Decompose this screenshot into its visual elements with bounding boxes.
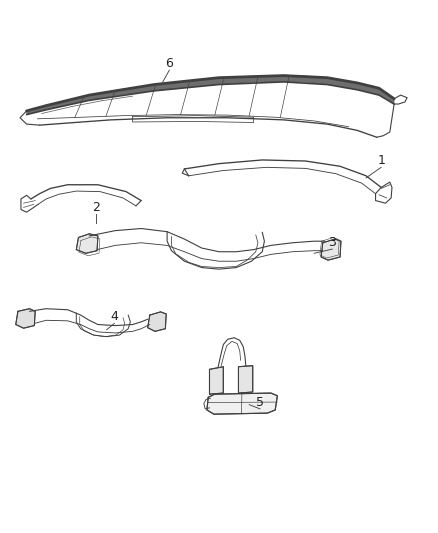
Polygon shape <box>238 366 253 393</box>
Polygon shape <box>207 393 277 414</box>
Text: 5: 5 <box>256 396 264 409</box>
Polygon shape <box>209 367 223 394</box>
Text: 2: 2 <box>92 201 100 214</box>
Polygon shape <box>27 76 394 115</box>
Polygon shape <box>76 234 98 253</box>
Text: 6: 6 <box>165 57 173 70</box>
Polygon shape <box>16 309 35 328</box>
Polygon shape <box>148 312 166 332</box>
Text: 4: 4 <box>110 310 118 324</box>
Text: 1: 1 <box>377 155 385 167</box>
Polygon shape <box>321 239 341 260</box>
Text: 3: 3 <box>328 236 336 249</box>
